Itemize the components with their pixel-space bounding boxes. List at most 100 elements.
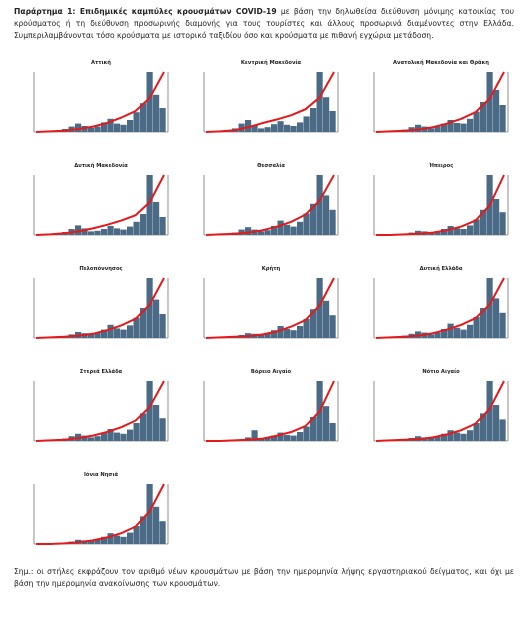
bar	[245, 120, 252, 132]
bar	[107, 533, 114, 544]
cumulative-line	[35, 277, 165, 339]
bar	[146, 175, 153, 235]
note: Σημ.: οι στήλες εκφράζουν τον αριθμό νέω…	[14, 567, 514, 588]
bar	[284, 435, 291, 441]
bar	[303, 426, 310, 441]
bar	[120, 124, 127, 132]
cumulative-line	[375, 380, 505, 442]
bar	[75, 123, 82, 132]
bar	[127, 120, 134, 132]
bar	[271, 435, 278, 441]
bar	[101, 536, 108, 544]
bar	[310, 203, 317, 235]
bar	[473, 219, 480, 235]
bar	[114, 228, 121, 235]
bar	[264, 437, 271, 441]
bar	[303, 116, 310, 132]
bar	[467, 324, 474, 338]
bar	[447, 430, 454, 441]
bar	[499, 312, 506, 338]
bar	[441, 433, 448, 441]
bar	[140, 516, 147, 544]
bar	[159, 108, 166, 132]
bar	[493, 90, 500, 132]
bar	[94, 230, 101, 235]
cumulative-line	[35, 380, 165, 442]
bar	[127, 532, 134, 544]
bar	[146, 381, 153, 441]
bar	[153, 506, 160, 544]
bar	[153, 299, 160, 338]
panel-title: Ήπειρος	[428, 162, 454, 169]
bar	[290, 330, 297, 338]
bar	[159, 418, 166, 441]
bar	[434, 126, 441, 132]
bar	[467, 225, 474, 235]
bar	[251, 430, 258, 441]
bar	[88, 334, 95, 338]
bar	[94, 332, 101, 338]
bar	[127, 226, 134, 235]
bar	[284, 224, 291, 235]
bar	[486, 72, 493, 132]
bar	[297, 326, 304, 338]
cumulative-line	[36, 483, 165, 545]
bar	[114, 123, 121, 132]
panel-title: Δυτική Ελλάδα	[420, 265, 463, 272]
bar	[120, 536, 127, 544]
bar	[460, 433, 467, 441]
bar	[323, 195, 330, 235]
bar	[120, 329, 127, 338]
bar	[114, 432, 121, 441]
charts: Αττική Κεντρική Μακεδονία Ανατολική Μακεδο…	[33, 59, 509, 545]
bar	[480, 308, 487, 338]
bar	[153, 202, 160, 235]
cumulative-line	[376, 174, 505, 236]
bar	[258, 335, 265, 338]
bar	[153, 94, 160, 132]
bar	[447, 226, 454, 235]
bar	[329, 111, 336, 132]
bar	[146, 484, 153, 544]
bar	[434, 231, 441, 235]
bar	[493, 199, 500, 235]
bar	[140, 413, 147, 441]
bar	[316, 175, 323, 235]
bar	[277, 432, 284, 441]
bar	[107, 324, 114, 338]
bar	[480, 102, 487, 132]
bar	[447, 120, 454, 132]
panel-title: Ιόνια Νησιά	[84, 471, 119, 478]
bar	[264, 230, 271, 235]
bar	[258, 231, 265, 235]
bar	[277, 326, 284, 338]
bar	[258, 128, 265, 132]
bar	[114, 328, 121, 338]
bar	[499, 419, 506, 441]
bar	[277, 121, 284, 132]
bar	[310, 108, 317, 132]
bar	[473, 317, 480, 338]
bar	[107, 429, 114, 441]
bar	[101, 433, 108, 441]
panel-title: Θεσσαλία	[257, 162, 285, 169]
bar	[428, 334, 435, 338]
cumulative-line	[206, 380, 335, 442]
bar	[486, 278, 493, 338]
bar	[434, 436, 441, 441]
bar	[75, 225, 82, 235]
bar	[81, 435, 88, 441]
bar	[428, 232, 435, 235]
panel-title: Νότιο Αιγαίο	[422, 368, 460, 375]
bar	[454, 327, 461, 338]
bar	[323, 300, 330, 338]
bar	[303, 318, 310, 338]
bar	[284, 329, 291, 338]
bar	[316, 72, 323, 132]
cumulative-line	[205, 71, 335, 133]
bar	[460, 123, 467, 132]
bar	[316, 278, 323, 338]
bar	[264, 333, 271, 338]
bar	[159, 217, 166, 235]
